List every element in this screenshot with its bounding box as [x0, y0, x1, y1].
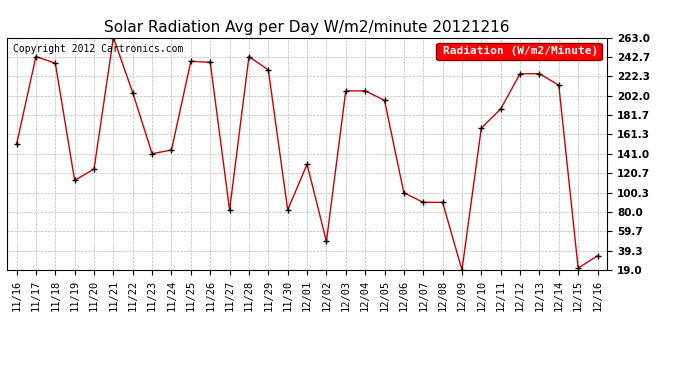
Legend: Radiation (W/m2/Minute): Radiation (W/m2/Minute) — [436, 43, 602, 60]
Title: Solar Radiation Avg per Day W/m2/minute 20121216: Solar Radiation Avg per Day W/m2/minute … — [104, 20, 510, 35]
Text: Copyright 2012 Cartronics.com: Copyright 2012 Cartronics.com — [13, 45, 184, 54]
